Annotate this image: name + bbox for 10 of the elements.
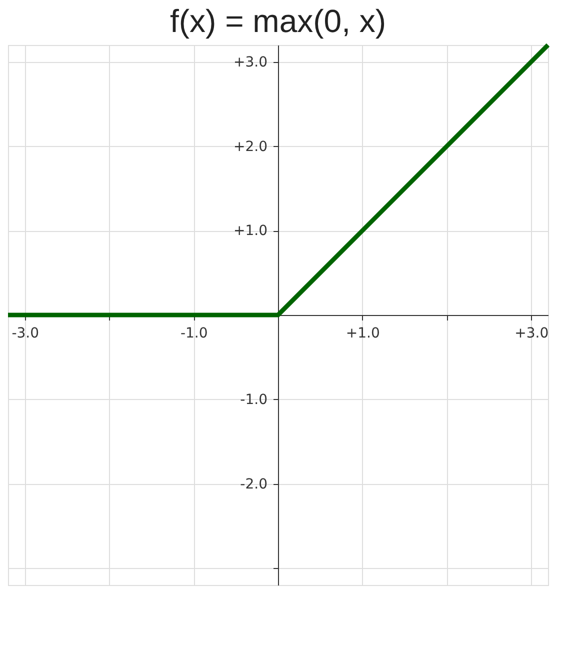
chart-title: f(x) = max(0, x) <box>170 2 386 39</box>
y-tick-label: +2.0 <box>234 138 268 155</box>
y-tick-label: +3.0 <box>234 54 268 70</box>
y-tick-label: +1.0 <box>234 223 268 240</box>
y-tick-label: -1.0 <box>240 392 268 408</box>
x-tick-label: -1.0 <box>180 326 208 342</box>
y-tick-label: -2.0 <box>240 476 268 492</box>
x-tick-label: +1.0 <box>346 326 380 342</box>
x-tick-label: -3.0 <box>12 326 40 342</box>
x-tick-label: +3.0 <box>514 326 549 342</box>
